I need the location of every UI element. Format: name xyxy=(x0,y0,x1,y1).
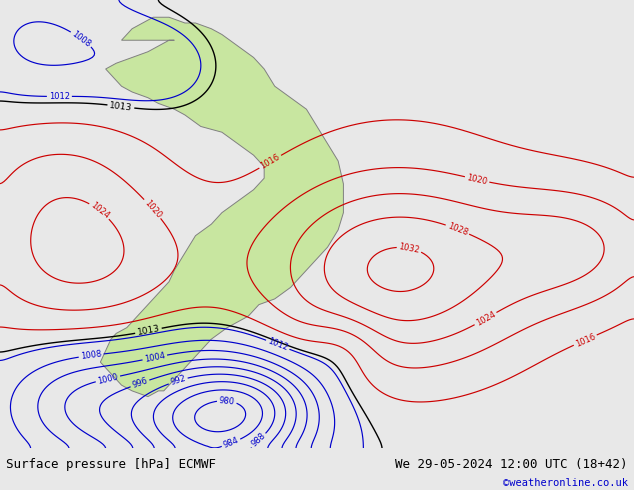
Text: ©weatheronline.co.uk: ©weatheronline.co.uk xyxy=(503,477,628,488)
Text: We 29-05-2024 12:00 UTC (18+42): We 29-05-2024 12:00 UTC (18+42) xyxy=(395,458,628,471)
Text: 1000: 1000 xyxy=(96,372,119,386)
Text: 1012: 1012 xyxy=(49,92,70,101)
Text: 1016: 1016 xyxy=(574,332,597,348)
Text: 984: 984 xyxy=(222,436,240,450)
Text: 992: 992 xyxy=(169,374,187,388)
Text: 1008: 1008 xyxy=(80,349,102,361)
Text: 980: 980 xyxy=(219,396,235,406)
Polygon shape xyxy=(100,17,344,396)
Text: 1028: 1028 xyxy=(446,221,469,237)
Text: 1032: 1032 xyxy=(398,242,420,255)
Text: 1012: 1012 xyxy=(266,337,289,353)
Text: 1024: 1024 xyxy=(89,201,111,220)
Text: 1024: 1024 xyxy=(474,310,497,328)
Text: 1016: 1016 xyxy=(259,152,281,171)
Text: 1004: 1004 xyxy=(144,351,166,364)
Text: 1008: 1008 xyxy=(70,29,93,49)
Text: Surface pressure [hPa] ECMWF: Surface pressure [hPa] ECMWF xyxy=(6,458,216,471)
Text: 1013: 1013 xyxy=(109,100,133,112)
Text: 988: 988 xyxy=(249,431,267,449)
Text: 996: 996 xyxy=(131,376,149,390)
Text: 1020: 1020 xyxy=(466,173,488,186)
Text: 1020: 1020 xyxy=(142,198,163,220)
Text: 1013: 1013 xyxy=(136,324,160,338)
